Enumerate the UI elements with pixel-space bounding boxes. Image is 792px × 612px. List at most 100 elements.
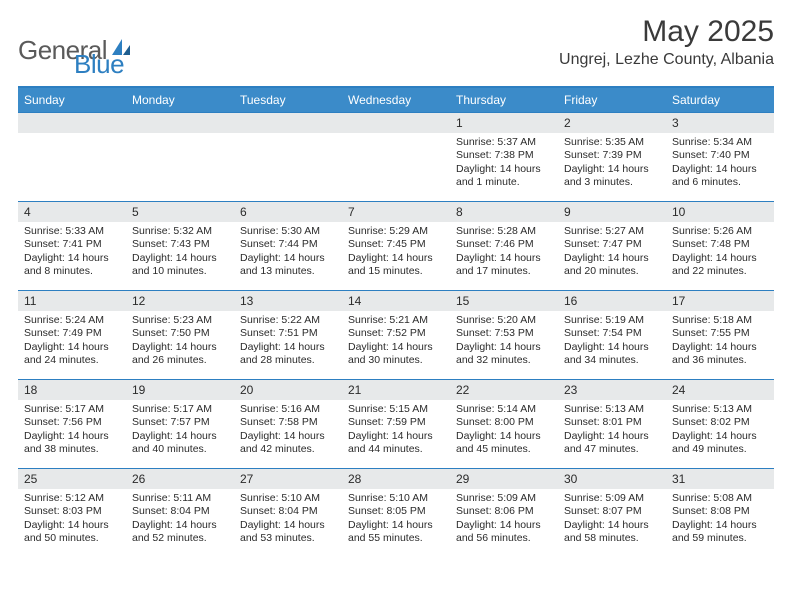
- day-header: Wednesday: [342, 88, 450, 112]
- day-details: Sunrise: 5:13 AMSunset: 8:02 PMDaylight:…: [666, 400, 774, 462]
- day-number: 18: [18, 380, 126, 400]
- day-number: 13: [234, 291, 342, 311]
- day-cell: 27Sunrise: 5:10 AMSunset: 8:04 PMDayligh…: [234, 469, 342, 557]
- sunrise-text: Sunrise: 5:11 AM: [132, 492, 228, 505]
- daylight-text: Daylight: 14 hours and 44 minutes.: [348, 430, 444, 457]
- day-details: Sunrise: 5:27 AMSunset: 7:47 PMDaylight:…: [558, 222, 666, 284]
- day-header: Saturday: [666, 88, 774, 112]
- day-details: Sunrise: 5:35 AMSunset: 7:39 PMDaylight:…: [558, 133, 666, 195]
- day-cell: 7Sunrise: 5:29 AMSunset: 7:45 PMDaylight…: [342, 202, 450, 290]
- day-number: 9: [558, 202, 666, 222]
- sunrise-text: Sunrise: 5:20 AM: [456, 314, 552, 327]
- day-cell: 12Sunrise: 5:23 AMSunset: 7:50 PMDayligh…: [126, 291, 234, 379]
- day-number: 5: [126, 202, 234, 222]
- sunset-text: Sunset: 7:55 PM: [672, 327, 768, 340]
- daylight-text: Daylight: 14 hours and 26 minutes.: [132, 341, 228, 368]
- day-cell: 17Sunrise: 5:18 AMSunset: 7:55 PMDayligh…: [666, 291, 774, 379]
- day-details: Sunrise: 5:22 AMSunset: 7:51 PMDaylight:…: [234, 311, 342, 373]
- daylight-text: Daylight: 14 hours and 22 minutes.: [672, 252, 768, 279]
- sunset-text: Sunset: 7:38 PM: [456, 149, 552, 162]
- day-number: 29: [450, 469, 558, 489]
- sunrise-text: Sunrise: 5:13 AM: [672, 403, 768, 416]
- sunrise-text: Sunrise: 5:12 AM: [24, 492, 120, 505]
- sunrise-text: Sunrise: 5:17 AM: [132, 403, 228, 416]
- sunset-text: Sunset: 8:08 PM: [672, 505, 768, 518]
- daylight-text: Daylight: 14 hours and 53 minutes.: [240, 519, 336, 546]
- day-details: Sunrise: 5:32 AMSunset: 7:43 PMDaylight:…: [126, 222, 234, 284]
- sunrise-text: Sunrise: 5:27 AM: [564, 225, 660, 238]
- day-header: Sunday: [18, 88, 126, 112]
- daylight-text: Daylight: 14 hours and 1 minute.: [456, 163, 552, 190]
- sunset-text: Sunset: 8:05 PM: [348, 505, 444, 518]
- daylight-text: Daylight: 14 hours and 13 minutes.: [240, 252, 336, 279]
- day-details: Sunrise: 5:09 AMSunset: 8:07 PMDaylight:…: [558, 489, 666, 551]
- daylight-text: Daylight: 14 hours and 6 minutes.: [672, 163, 768, 190]
- day-details: Sunrise: 5:30 AMSunset: 7:44 PMDaylight:…: [234, 222, 342, 284]
- daylight-text: Daylight: 14 hours and 34 minutes.: [564, 341, 660, 368]
- day-number: 21: [342, 380, 450, 400]
- day-cell: 10Sunrise: 5:26 AMSunset: 7:48 PMDayligh…: [666, 202, 774, 290]
- sunset-text: Sunset: 8:03 PM: [24, 505, 120, 518]
- sunset-text: Sunset: 8:07 PM: [564, 505, 660, 518]
- day-number: 20: [234, 380, 342, 400]
- sunrise-text: Sunrise: 5:18 AM: [672, 314, 768, 327]
- sunrise-text: Sunrise: 5:19 AM: [564, 314, 660, 327]
- daylight-text: Daylight: 14 hours and 30 minutes.: [348, 341, 444, 368]
- day-number: 4: [18, 202, 126, 222]
- sunrise-text: Sunrise: 5:09 AM: [456, 492, 552, 505]
- daylight-text: Daylight: 14 hours and 49 minutes.: [672, 430, 768, 457]
- daylight-text: Daylight: 14 hours and 42 minutes.: [240, 430, 336, 457]
- location: Ungrej, Lezhe County, Albania: [559, 51, 774, 69]
- day-cell: 3Sunrise: 5:34 AMSunset: 7:40 PMDaylight…: [666, 113, 774, 201]
- day-header-row: SundayMondayTuesdayWednesdayThursdayFrid…: [18, 88, 774, 112]
- sunset-text: Sunset: 7:47 PM: [564, 238, 660, 251]
- day-details: Sunrise: 5:17 AMSunset: 7:57 PMDaylight:…: [126, 400, 234, 462]
- day-cell: 20Sunrise: 5:16 AMSunset: 7:58 PMDayligh…: [234, 380, 342, 468]
- sunset-text: Sunset: 7:59 PM: [348, 416, 444, 429]
- day-details: Sunrise: 5:21 AMSunset: 7:52 PMDaylight:…: [342, 311, 450, 373]
- daylight-text: Daylight: 14 hours and 15 minutes.: [348, 252, 444, 279]
- day-number: 7: [342, 202, 450, 222]
- day-details: Sunrise: 5:17 AMSunset: 7:56 PMDaylight:…: [18, 400, 126, 462]
- daylight-text: Daylight: 14 hours and 28 minutes.: [240, 341, 336, 368]
- day-number: 31: [666, 469, 774, 489]
- sunrise-text: Sunrise: 5:23 AM: [132, 314, 228, 327]
- day-number: 22: [450, 380, 558, 400]
- day-number: 10: [666, 202, 774, 222]
- daylight-text: Daylight: 14 hours and 55 minutes.: [348, 519, 444, 546]
- day-cell: 8Sunrise: 5:28 AMSunset: 7:46 PMDaylight…: [450, 202, 558, 290]
- day-details: Sunrise: 5:11 AMSunset: 8:04 PMDaylight:…: [126, 489, 234, 551]
- week-row: 11Sunrise: 5:24 AMSunset: 7:49 PMDayligh…: [18, 290, 774, 379]
- sunrise-text: Sunrise: 5:10 AM: [348, 492, 444, 505]
- day-details: Sunrise: 5:13 AMSunset: 8:01 PMDaylight:…: [558, 400, 666, 462]
- day-cell: 4Sunrise: 5:33 AMSunset: 7:41 PMDaylight…: [18, 202, 126, 290]
- day-details: Sunrise: 5:15 AMSunset: 7:59 PMDaylight:…: [342, 400, 450, 462]
- sunrise-text: Sunrise: 5:33 AM: [24, 225, 120, 238]
- day-cell: [342, 113, 450, 201]
- daylight-text: Daylight: 14 hours and 3 minutes.: [564, 163, 660, 190]
- day-cell: 14Sunrise: 5:21 AMSunset: 7:52 PMDayligh…: [342, 291, 450, 379]
- sunrise-text: Sunrise: 5:22 AM: [240, 314, 336, 327]
- day-number: [126, 113, 234, 133]
- sunset-text: Sunset: 8:02 PM: [672, 416, 768, 429]
- week-row: 1Sunrise: 5:37 AMSunset: 7:38 PMDaylight…: [18, 112, 774, 201]
- day-header: Thursday: [450, 88, 558, 112]
- day-number: [342, 113, 450, 133]
- sunset-text: Sunset: 7:57 PM: [132, 416, 228, 429]
- day-details: Sunrise: 5:08 AMSunset: 8:08 PMDaylight:…: [666, 489, 774, 551]
- month-title: May 2025: [559, 15, 774, 49]
- day-cell: 29Sunrise: 5:09 AMSunset: 8:06 PMDayligh…: [450, 469, 558, 557]
- day-number: [18, 113, 126, 133]
- daylight-text: Daylight: 14 hours and 32 minutes.: [456, 341, 552, 368]
- day-cell: 24Sunrise: 5:13 AMSunset: 8:02 PMDayligh…: [666, 380, 774, 468]
- day-details: Sunrise: 5:10 AMSunset: 8:04 PMDaylight:…: [234, 489, 342, 551]
- sunrise-text: Sunrise: 5:26 AM: [672, 225, 768, 238]
- sunrise-text: Sunrise: 5:17 AM: [24, 403, 120, 416]
- day-cell: 18Sunrise: 5:17 AMSunset: 7:56 PMDayligh…: [18, 380, 126, 468]
- day-number: 23: [558, 380, 666, 400]
- daylight-text: Daylight: 14 hours and 17 minutes.: [456, 252, 552, 279]
- daylight-text: Daylight: 14 hours and 8 minutes.: [24, 252, 120, 279]
- sunrise-text: Sunrise: 5:29 AM: [348, 225, 444, 238]
- sunrise-text: Sunrise: 5:28 AM: [456, 225, 552, 238]
- day-details: Sunrise: 5:33 AMSunset: 7:41 PMDaylight:…: [18, 222, 126, 284]
